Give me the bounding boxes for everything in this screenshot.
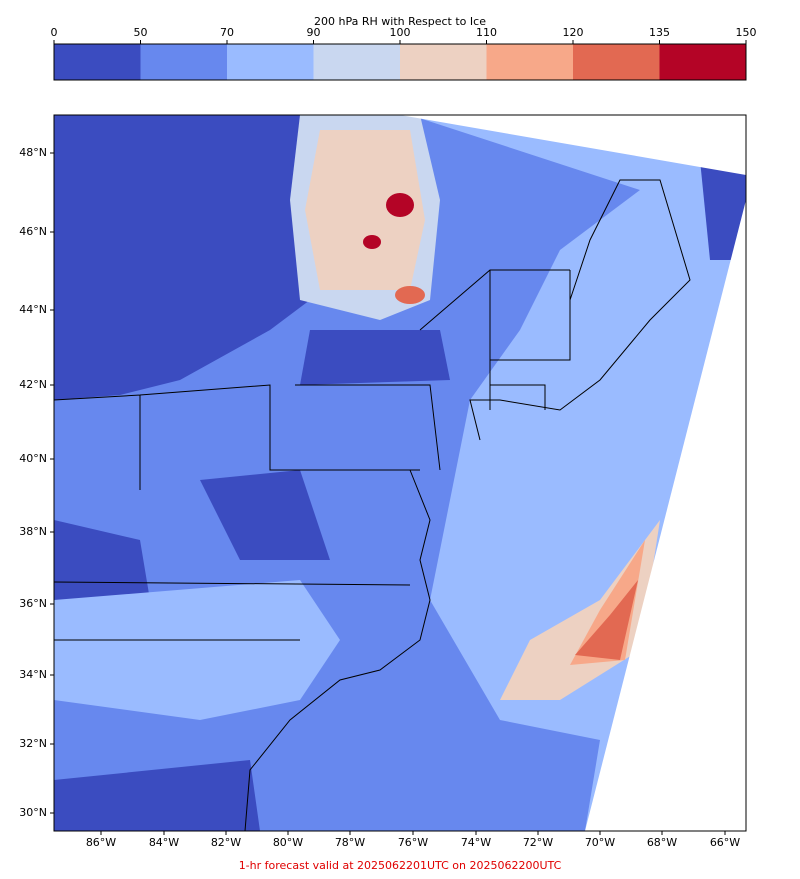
- colorbar-tick-label: 50: [134, 26, 148, 39]
- colorbar-tick-label: 150: [736, 26, 757, 39]
- lat-label: 40°N: [19, 452, 47, 465]
- lon-label: 72°W: [523, 836, 553, 849]
- colorbar-title: 200 hPa RH with Respect to Ice: [314, 15, 486, 28]
- footer: 1-hr forecast valid at 2025062201UTC on …: [239, 859, 562, 872]
- lon-label: 68°W: [647, 836, 677, 849]
- colorbar-segment: [54, 44, 141, 80]
- lon-label: 70°W: [585, 836, 615, 849]
- colorbar-segment: [486, 44, 573, 80]
- lat-label: 32°N: [19, 737, 47, 750]
- lon-label: 78°W: [335, 836, 365, 849]
- colorbar-tick-label: 90: [307, 26, 321, 39]
- map-field: [54, 520, 150, 610]
- coastline: [244, 179, 691, 831]
- colorbar-segment: [659, 44, 746, 80]
- map-field: [700, 160, 746, 260]
- colorbar-segment: [400, 44, 487, 80]
- lat-label: 30°N: [19, 806, 47, 819]
- colorbar-tick-label: 120: [563, 26, 584, 39]
- lat-label: 44°N: [19, 303, 47, 316]
- map-frame: [53, 114, 747, 832]
- colorbar-segment: [573, 44, 660, 80]
- lat-label: 34°N: [19, 668, 47, 681]
- colorbar-segment: [227, 44, 314, 80]
- lat-label: 48°N: [19, 146, 47, 159]
- colorbar-tick-label: 0: [51, 26, 58, 39]
- map-field: [300, 330, 450, 385]
- lon-label: 84°W: [149, 836, 179, 849]
- lat-label: 36°N: [19, 597, 47, 610]
- colorbar-tick-label: 70: [220, 26, 234, 39]
- lon-label: 86°W: [86, 836, 116, 849]
- lon-label: 82°W: [211, 836, 241, 849]
- map-field: [386, 193, 414, 217]
- colorbar-tick-label: 110: [476, 26, 497, 39]
- colorbar-tick-label: 135: [649, 26, 670, 39]
- map-field: [54, 580, 340, 720]
- map-field: [305, 130, 425, 290]
- lon-label: 66°W: [710, 836, 740, 849]
- map-field: [395, 286, 425, 304]
- map-field: [575, 580, 638, 660]
- state-border: [54, 269, 571, 641]
- colorbar-segment: [313, 44, 400, 80]
- map: [53, 114, 747, 832]
- lon-label: 80°W: [273, 836, 303, 849]
- lat-label: 46°N: [19, 225, 47, 238]
- map-field: [363, 235, 381, 249]
- lat-label: 42°N: [19, 378, 47, 391]
- lon-label: 74°W: [461, 836, 491, 849]
- map-field: [570, 540, 645, 665]
- lat-label: 38°N: [19, 525, 47, 538]
- out-of-domain: [585, 200, 746, 831]
- lon-label: 76°W: [398, 836, 428, 849]
- map-field: [54, 760, 260, 831]
- map-field: [200, 470, 330, 560]
- out-of-domain: [400, 115, 746, 175]
- colorbar-segment: [140, 44, 227, 80]
- colorbar-tick-label: 100: [390, 26, 411, 39]
- map-field: [54, 115, 310, 400]
